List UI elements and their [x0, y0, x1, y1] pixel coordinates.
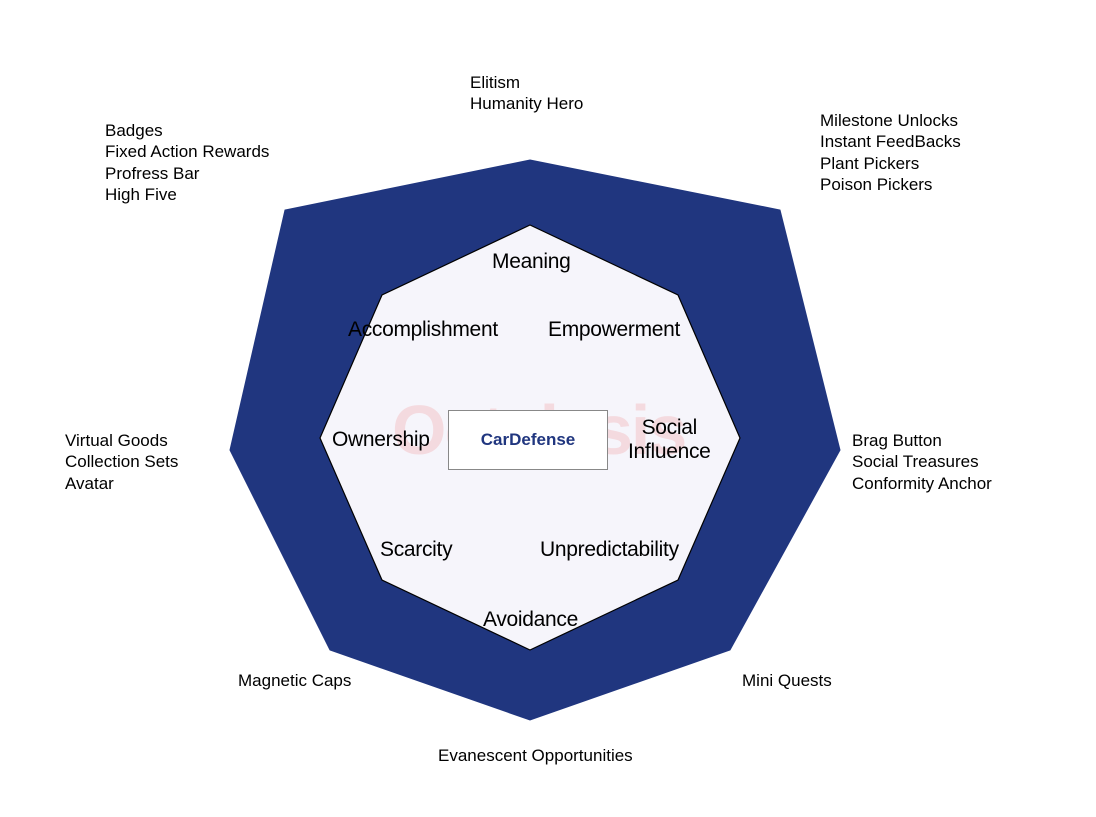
center-title-box: CarDefense: [448, 410, 608, 470]
diagram-stage: Octalysis CarDefense Meaning Accomplishm…: [0, 0, 1096, 817]
core-drive-scarcity: Scarcity: [380, 538, 452, 562]
outer-label-top: Elitism Humanity Hero: [470, 72, 583, 115]
outer-label-bottom-left: Magnetic Caps: [238, 670, 351, 691]
core-drive-ownership: Ownership: [332, 428, 430, 452]
core-drive-avoidance: Avoidance: [483, 608, 578, 632]
core-drive-accomplishment: Accomplishment: [348, 318, 498, 342]
outer-label-top-left: Badges Fixed Action Rewards Profress Bar…: [105, 120, 269, 205]
core-drive-empowerment: Empowerment: [548, 318, 680, 342]
outer-label-bottom-right: Mini Quests: [742, 670, 832, 691]
center-title: CarDefense: [481, 430, 576, 450]
outer-label-bottom: Evanescent Opportunities: [438, 745, 633, 766]
core-drive-meaning: Meaning: [492, 250, 570, 274]
core-drive-unpredictability: Unpredictability: [540, 538, 679, 562]
outer-label-mid-right: Brag Button Social Treasures Conformity …: [852, 430, 992, 494]
core-drive-social-influence: Social Influence: [628, 416, 711, 464]
outer-label-mid-left: Virtual Goods Collection Sets Avatar: [65, 430, 178, 494]
outer-label-top-right: Milestone Unlocks Instant FeedBacks Plan…: [820, 110, 961, 195]
